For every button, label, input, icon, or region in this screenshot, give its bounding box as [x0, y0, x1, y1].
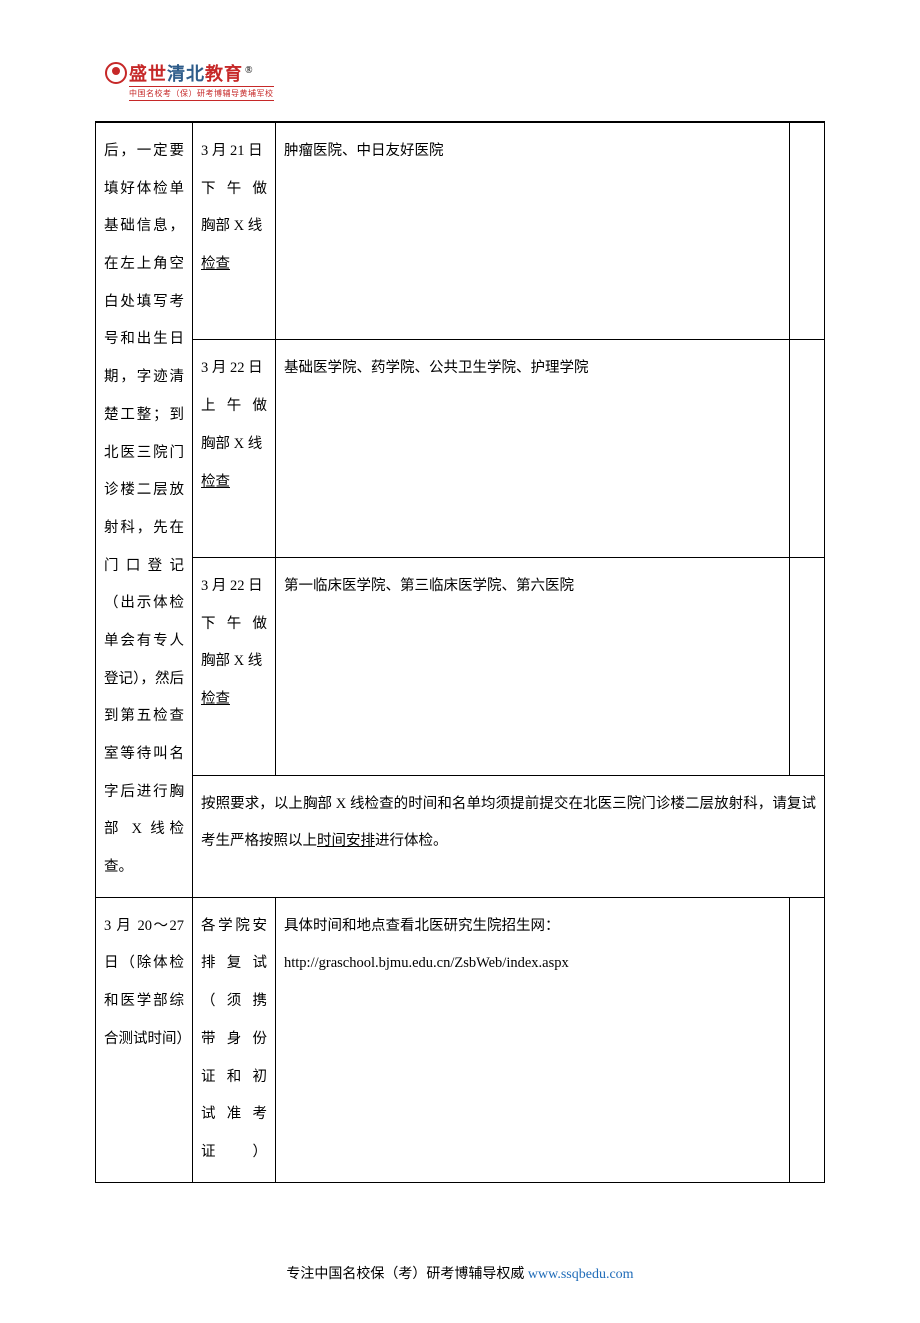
time-text: 下午做: [201, 606, 267, 644]
logo-text-red2: 教育: [205, 64, 243, 84]
cell-website: 具体时间和地点查看北医研究生院招生网： http://graschool.bjm…: [276, 897, 790, 1182]
logo-container: 盛世清北教育® 中国名校考（保）研考博辅导黄埔军校: [105, 60, 825, 101]
cell-date-3: 3 月 22 日 下午做 胸部 X 线 检查: [193, 558, 276, 776]
footer-text: 专注中国名校保（考）研考博辅导权威: [286, 1267, 528, 1282]
schedule-table: 后，一定要填好体检单基础信息，在左上角空白处填写考号和出生日期，字迹清楚工整；到…: [95, 123, 825, 1183]
notice-underline: 时间安排: [317, 833, 375, 849]
exam-type: 胸部 X 线: [201, 436, 262, 452]
notice-part2: 进行体检。: [375, 833, 448, 849]
table-row: 3 月 20～27日（除体检和医学部综合测试时间） 各学院安排复试（须携带身份证…: [96, 897, 825, 1182]
date-text: 3 月 21 日: [201, 143, 263, 159]
logo-text: 盛世清北教育®: [129, 60, 274, 86]
table-row: 按照要求，以上胸部 X 线检查的时间和名单均须提前提交在北医三院门诊楼二层放射科…: [96, 775, 825, 897]
date-text: 3 月 22 日: [201, 360, 263, 376]
logo-text-red1: 盛世: [129, 64, 167, 84]
logo-subtitle: 中国名校考（保）研考博辅导黄埔军校: [129, 86, 274, 101]
table-row: 3 月 22 日 上午做 胸部 X 线 检查 基础医学院、药学院、公共卫生学院、…: [96, 340, 825, 558]
exam-label: 检查: [201, 256, 230, 272]
cell-date-2: 3 月 22 日 上午做 胸部 X 线 检查: [193, 340, 276, 558]
cell-empty-1: [790, 123, 825, 340]
logo-superscript: ®: [245, 65, 253, 76]
cell-empty-4: [790, 897, 825, 1182]
cell-empty-3: [790, 558, 825, 776]
page-footer: 专注中国名校保（考）研考博辅导权威 www.ssqbedu.com: [95, 1263, 825, 1283]
time-text: 上午做: [201, 388, 267, 426]
cell-date-1: 3 月 21 日 下午做 胸部 X 线 检查: [193, 123, 276, 340]
cell-hospitals-1: 肿瘤医院、中日友好医院: [276, 123, 790, 340]
time-text: 下午做: [201, 171, 267, 209]
exam-label: 检查: [201, 474, 230, 490]
cell-colleges-1: 基础医学院、药学院、公共卫生学院、护理学院: [276, 340, 790, 558]
exam-label: 检查: [201, 691, 230, 707]
logo-text-blue: 清北: [167, 64, 205, 84]
date-text: 3 月 22 日: [201, 578, 263, 594]
exam-type: 胸部 X 线: [201, 218, 262, 234]
cell-colleges-2: 第一临床医学院、第三临床医学院、第六医院: [276, 558, 790, 776]
notice-part1: 按照要求，以上胸部 X 线检查的时间和名单均须提前提交在北医三院门诊楼二层放射科…: [201, 796, 816, 850]
website-url: http://graschool.bjmu.edu.cn/ZsbWeb/inde…: [284, 955, 569, 971]
exam-type: 胸部 X 线: [201, 653, 262, 669]
footer-url: www.ssqbedu.com: [528, 1267, 634, 1282]
cell-retest-info: 各学院安排复试（须携带身份证和初试准考证）: [193, 897, 276, 1182]
cell-notice: 按照要求，以上胸部 X 线检查的时间和名单均须提前提交在北医三院门诊楼二层放射科…: [193, 775, 825, 897]
website-label: 具体时间和地点查看北医研究生院招生网：: [284, 918, 560, 934]
table-row: 后，一定要填好体检单基础信息，在左上角空白处填写考号和出生日期，字迹清楚工整；到…: [96, 123, 825, 340]
logo-icon: [105, 62, 127, 84]
table-row: 3 月 22 日 下午做 胸部 X 线 检查 第一临床医学院、第三临床医学院、第…: [96, 558, 825, 776]
logo-text-wrap: 盛世清北教育® 中国名校考（保）研考博辅导黄埔军校: [129, 60, 274, 101]
cell-empty-2: [790, 340, 825, 558]
logo: 盛世清北教育® 中国名校考（保）研考博辅导黄埔军校: [105, 60, 274, 101]
cell-instructions: 后，一定要填好体检单基础信息，在左上角空白处填写考号和出生日期，字迹清楚工整；到…: [96, 123, 193, 897]
cell-date-range: 3 月 20～27日（除体检和医学部综合测试时间）: [96, 897, 193, 1182]
